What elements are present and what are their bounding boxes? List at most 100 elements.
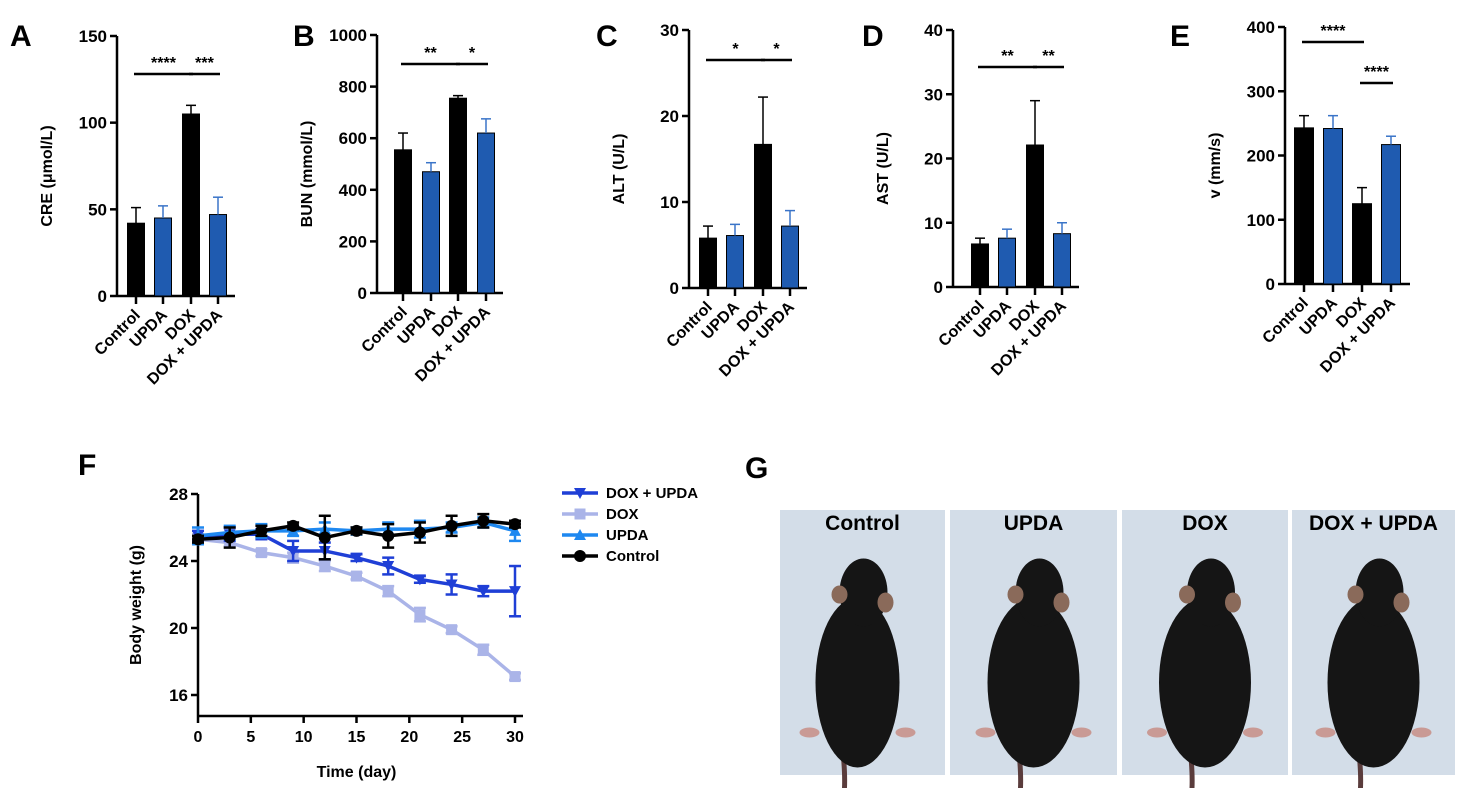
panel-label-c: C — [596, 20, 618, 53]
photo-dox: DOX — [1122, 510, 1288, 793]
y-tick-label: 400 — [339, 181, 367, 200]
significance-label: * — [732, 41, 739, 58]
legend-marker — [574, 508, 586, 520]
bar-upda — [998, 237, 1016, 288]
y-tick-label: 30 — [660, 21, 679, 40]
data-point — [255, 524, 268, 537]
y-tick-label: 50 — [88, 200, 107, 219]
significance-label: * — [469, 45, 476, 62]
x-tick-label: 5 — [246, 729, 255, 746]
data-point — [509, 671, 521, 683]
data-point — [509, 586, 521, 598]
significance-label: ** — [424, 45, 437, 62]
bar-dox-upda — [477, 132, 495, 294]
significance-label: **** — [1321, 23, 1347, 40]
mouse-paw — [1315, 727, 1336, 738]
bar-control — [127, 222, 145, 297]
legend-label: DOX + UPDA — [606, 485, 698, 502]
significance-label: **** — [1364, 64, 1390, 81]
bar-upda — [422, 171, 440, 294]
y-tick-label: 200 — [1247, 147, 1275, 166]
mouse-head — [1355, 558, 1404, 627]
mouse-head — [1015, 558, 1064, 627]
series-control — [192, 512, 521, 561]
photo-caption: Control — [825, 512, 900, 535]
y-tick-label: 0 — [98, 287, 107, 306]
panel-label-f: F — [78, 449, 96, 482]
mouse-ear — [1179, 585, 1195, 604]
mouse-paw — [1071, 727, 1092, 738]
data-point — [414, 609, 426, 621]
significance-label: ** — [1001, 48, 1014, 65]
x-tick-label: 20 — [400, 729, 418, 746]
x-tick-label: 10 — [295, 729, 313, 746]
legend-marker — [574, 550, 586, 562]
data-point — [445, 579, 458, 591]
mouse-tail — [1188, 757, 1195, 793]
bar-upda — [154, 217, 172, 297]
panel-label-d: D — [862, 20, 884, 53]
data-point — [223, 531, 236, 544]
y-tick-label: 0 — [1266, 275, 1275, 294]
bar-dox — [1026, 144, 1044, 288]
data-point — [477, 644, 489, 656]
y-axis-label: BUN (mmol/L) — [299, 121, 316, 228]
data-point — [509, 518, 521, 531]
mouse-tail — [1357, 757, 1364, 793]
mouse-head — [1187, 558, 1235, 627]
data-point — [382, 585, 394, 597]
bar-dox-upda — [781, 225, 799, 289]
data-point — [413, 574, 426, 586]
y-tick-label: 28 — [169, 485, 188, 504]
y-tick-label: 800 — [339, 78, 367, 97]
bar-dox-upda — [1381, 144, 1401, 285]
data-point — [477, 514, 490, 527]
data-point — [509, 524, 521, 536]
y-tick-label: 20 — [660, 107, 679, 126]
bar-control — [971, 243, 989, 288]
y-tick-label: 0 — [358, 284, 367, 303]
significance-label: **** — [151, 55, 177, 72]
data-point — [287, 545, 300, 557]
bar-control — [1294, 127, 1314, 285]
mouse-body — [1327, 597, 1420, 768]
y-tick-label: 1000 — [329, 26, 367, 45]
y-tick-label: 10 — [660, 193, 679, 212]
x-tick-label: 30 — [506, 729, 524, 746]
data-point — [445, 519, 458, 532]
mouse-paw — [1243, 727, 1263, 738]
y-tick-label: 0 — [670, 279, 679, 298]
y-tick-label: 40 — [924, 21, 943, 40]
data-point — [192, 533, 204, 546]
legend-marker — [574, 529, 586, 540]
y-tick-label: 0 — [934, 278, 943, 297]
y-axis-label: AST (U/L) — [875, 132, 892, 205]
bar-upda — [1323, 128, 1343, 285]
mouse-paw — [895, 727, 916, 738]
bar-dox-upda — [1053, 233, 1071, 288]
y-tick-label: 24 — [169, 552, 188, 571]
data-point — [350, 524, 363, 537]
data-point — [319, 560, 331, 572]
legend-marker — [574, 488, 586, 499]
mouse-body — [815, 597, 900, 768]
legend-label: UPDA — [606, 527, 649, 544]
data-point — [446, 624, 458, 636]
mouse-ear — [831, 585, 848, 604]
photo-caption: DOX + UPDA — [1309, 512, 1438, 535]
mouse-paw — [975, 727, 996, 738]
y-axis-label: Body weight (g) — [128, 545, 145, 665]
bar-dox — [182, 113, 200, 297]
y-tick-label: 400 — [1247, 18, 1275, 37]
data-point — [351, 570, 362, 582]
x-tick-label: 0 — [194, 729, 203, 746]
mouse-paw — [1411, 727, 1432, 738]
mouse-ear — [1393, 592, 1410, 613]
panel-label-b: B — [293, 20, 315, 53]
